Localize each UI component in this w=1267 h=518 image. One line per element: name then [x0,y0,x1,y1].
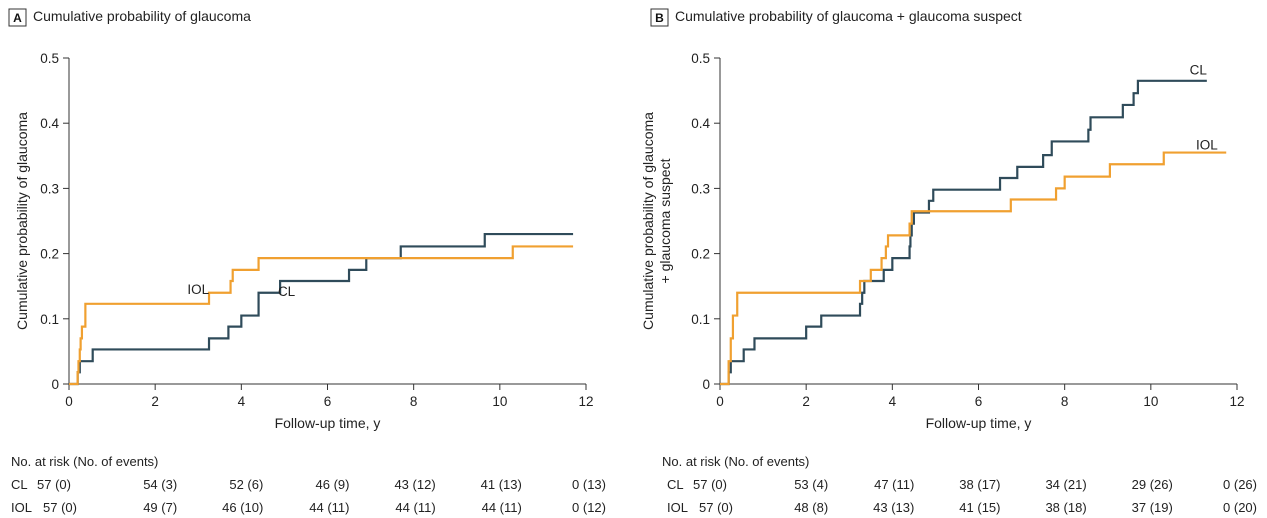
y-tick-label: 0.1 [691,312,710,327]
x-tick-label: 10 [492,394,507,409]
panel-letter: B [655,11,664,25]
risk-row-label-cl: CL [11,477,28,492]
risk-cell: 0 (13) [572,477,606,492]
y-tick-label: 0.1 [40,312,59,327]
y-tick-label: 0.2 [40,247,59,262]
x-tick-label: 4 [889,394,897,409]
series-line-iol [720,153,1226,384]
y-tick-label: 0.3 [691,181,710,196]
y-axis-label: Cumulative probability of glaucoma+ glau… [640,112,673,330]
risk-row-label-iol: IOL [667,500,688,515]
series-line-cl [720,81,1207,384]
risk-cell: 38 (18) [1045,500,1086,515]
risk-cell: 53 (4) [794,477,828,492]
risk-row-label-cl: CL [667,477,684,492]
x-tick-label: 0 [716,394,724,409]
y-tick-label: 0.5 [40,51,59,66]
series-label-cl: CL [1190,62,1208,77]
risk-table-heading: No. at risk (No. of events) [11,454,158,469]
x-tick-label: 8 [1061,394,1069,409]
risk-cell: 57 (0) [43,500,77,515]
y-tick-label: 0.4 [40,116,59,131]
risk-cell: 37 (19) [1132,500,1173,515]
risk-cell: 41 (15) [959,500,1000,515]
series-label-iol: IOL [187,282,209,297]
risk-cell: 29 (26) [1132,477,1173,492]
series-line-iol [69,246,573,384]
y-axis-label-line: Cumulative probability of glaucoma [640,112,656,330]
chart-panel-a: A Cumulative probability of glaucoma 0 0.1 0… [9,8,606,515]
risk-cell: 46 (9) [316,477,350,492]
risk-cell: 52 (6) [229,477,263,492]
risk-cell: 44 (11) [395,500,435,515]
risk-cell: 49 (7) [143,500,177,515]
x-tick-label: 12 [1229,394,1244,409]
chart-title: Cumulative probability of glaucoma + gla… [675,8,1022,24]
risk-cell: 57 (0) [699,500,733,515]
y-axis-label-line: Cumulative probability of glaucoma [14,112,30,330]
series-label-cl: CL [278,284,296,299]
x-tick-label: 6 [975,394,983,409]
risk-cell: 47 (11) [874,477,914,492]
risk-cell: 54 (3) [143,477,177,492]
risk-cell: 43 (12) [394,477,435,492]
x-tick-label: 0 [65,394,73,409]
x-tick-label: 10 [1143,394,1158,409]
x-axis-label: Follow-up time, y [926,415,1032,431]
risk-cell: 46 (10) [222,500,263,515]
y-tick-label: 0 [51,377,59,392]
risk-cell: 0 (26) [1223,477,1257,492]
risk-cell: 34 (21) [1045,477,1086,492]
risk-cell: 44 (11) [309,500,349,515]
risk-cell: 0 (12) [572,500,606,515]
risk-cell: 57 (0) [37,477,71,492]
risk-table-heading: No. at risk (No. of events) [662,454,809,469]
x-tick-label: 12 [578,394,593,409]
risk-cell: 48 (8) [794,500,828,515]
x-tick-label: 2 [802,394,810,409]
x-tick-label: 2 [151,394,159,409]
panel-letter: A [13,11,22,25]
risk-cell: 0 (20) [1223,500,1257,515]
y-axis-label: Cumulative probability of glaucoma [14,112,30,330]
x-tick-label: 8 [410,394,418,409]
series-label-iol: IOL [1196,137,1218,152]
x-tick-label: 4 [238,394,246,409]
y-tick-label: 0.2 [691,247,710,262]
x-tick-label: 6 [324,394,332,409]
risk-cell: 43 (13) [873,500,914,515]
y-axis-label-line: + glaucoma suspect [657,158,673,283]
series-line-cl [69,234,573,384]
y-tick-label: 0.3 [40,181,59,196]
y-tick-label: 0.4 [691,116,710,131]
y-tick-label: 0.5 [691,51,710,66]
risk-cell: 44 (11) [482,500,522,515]
risk-cell: 57 (0) [693,477,727,492]
risk-cell: 41 (13) [481,477,522,492]
y-tick-label: 0 [702,377,710,392]
risk-cell: 38 (17) [959,477,1000,492]
risk-row-label-iol: IOL [11,500,32,515]
chart-title: Cumulative probability of glaucoma [33,8,251,24]
chart-panel-b: B Cumulative probability of glaucoma + gl… [640,8,1257,515]
x-axis-label: Follow-up time, y [275,415,381,431]
